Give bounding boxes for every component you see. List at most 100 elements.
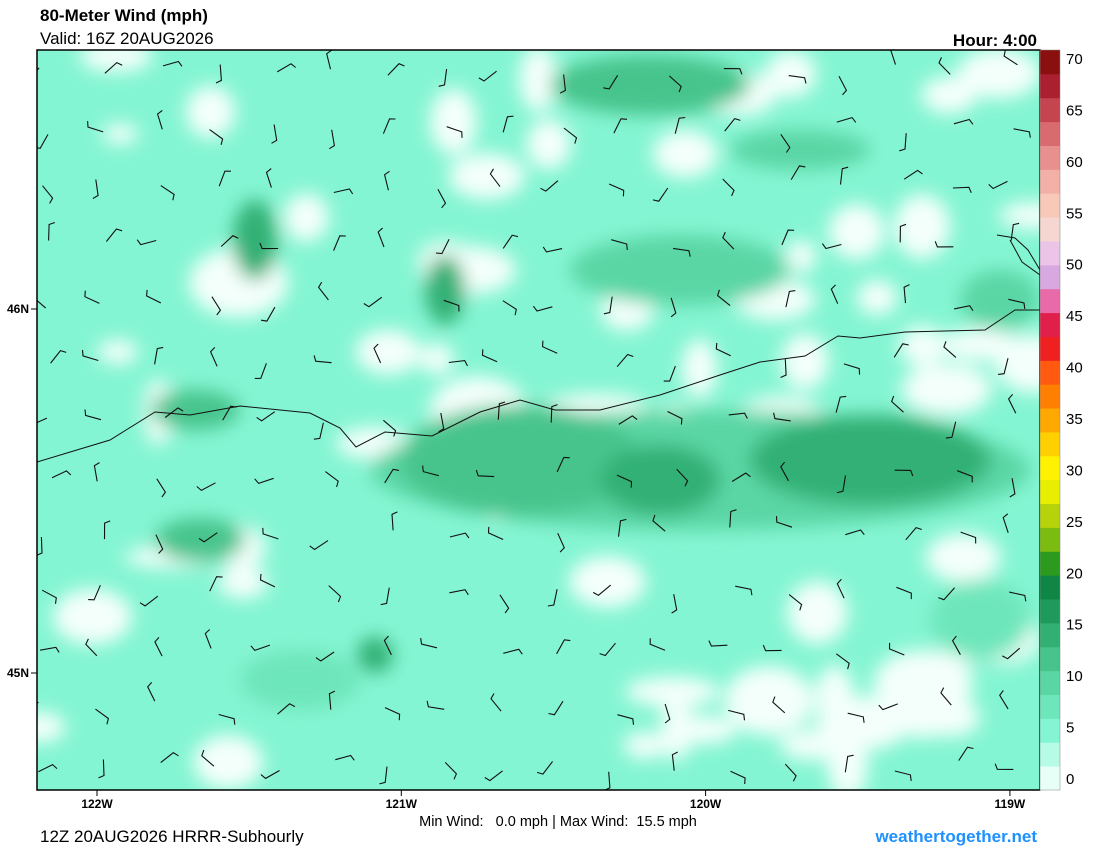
wind-barb xyxy=(317,281,329,301)
wind-barb xyxy=(391,511,398,531)
wind-barb xyxy=(1009,478,1016,498)
wind-barb xyxy=(559,74,566,94)
colorbar-segment xyxy=(1040,240,1060,266)
wind-barb xyxy=(51,470,72,479)
calm-patch xyxy=(681,338,718,398)
wind-barb xyxy=(663,365,676,382)
colorbar-label: 50 xyxy=(1066,257,1083,274)
wind-barb xyxy=(722,178,735,197)
wind-barb xyxy=(728,709,746,721)
wind-barb xyxy=(762,644,782,652)
colorbar-segment xyxy=(1040,360,1060,385)
wind-barb xyxy=(735,585,753,596)
colorbar-segment xyxy=(1040,97,1060,123)
wind-barb xyxy=(953,305,974,312)
colorbar: 0 5 10 15 20 25 30 35 40 45 50 55 60 65 70 xyxy=(1039,49,1083,791)
colorbar-segment xyxy=(1040,312,1060,337)
wind-barb xyxy=(731,472,751,482)
wind-barb xyxy=(437,188,447,209)
wind-barb xyxy=(222,405,237,421)
colorbar-segment xyxy=(1040,646,1060,672)
wind-barb xyxy=(652,187,669,202)
colorbar-segment xyxy=(1040,288,1060,314)
colorbar-segment xyxy=(1040,431,1060,457)
wind-barb xyxy=(250,644,271,652)
wind-barb xyxy=(502,234,519,249)
wind-barb xyxy=(438,69,448,87)
wind-barb xyxy=(215,64,222,84)
wind-barb xyxy=(599,642,616,657)
colorbar-segment xyxy=(1040,742,1060,767)
wind-barb xyxy=(888,642,905,656)
strong-wind-area xyxy=(357,637,393,673)
wind-barb xyxy=(617,518,627,537)
lat-label: 46N xyxy=(7,302,29,316)
strong-wind-area xyxy=(155,518,245,562)
wind-barb xyxy=(313,355,332,364)
calm-patch xyxy=(999,202,1040,230)
colorbar-segment xyxy=(1040,766,1060,791)
colorbar-label: 45 xyxy=(1066,308,1083,325)
site-link[interactable]: weathertogether.net xyxy=(874,827,1037,846)
wind-barb xyxy=(845,529,865,536)
map-field xyxy=(37,50,1040,790)
wind-barb xyxy=(201,749,215,767)
wind-barb xyxy=(899,223,907,243)
wind-barb xyxy=(335,754,355,761)
wind-barb xyxy=(333,235,346,251)
wind-barb xyxy=(1002,647,1021,660)
calm-patch xyxy=(102,123,139,145)
wind-barb xyxy=(903,284,910,304)
lon-label: 119W xyxy=(995,797,1026,811)
wind-barb xyxy=(616,474,633,488)
strong-wind-area xyxy=(150,390,240,430)
wind-barb xyxy=(489,168,501,187)
wind-barb xyxy=(724,117,741,132)
colorbar-label: 0 xyxy=(1066,771,1074,788)
wind-barb xyxy=(196,482,216,492)
wind-barb xyxy=(723,68,743,75)
wind-barbs xyxy=(37,50,1031,790)
wind-barb xyxy=(676,468,689,487)
wind-barb xyxy=(254,363,267,379)
wind-barb xyxy=(37,417,48,424)
wind-barb xyxy=(92,179,99,199)
colorbar-segment xyxy=(1040,217,1060,242)
wind-barb xyxy=(729,509,737,528)
calm-patch xyxy=(785,239,817,273)
wind-barb xyxy=(835,395,847,413)
wind-barb xyxy=(387,63,405,76)
strong-wind-area xyxy=(960,270,1040,330)
wind-barb xyxy=(1002,513,1009,533)
wind-barb xyxy=(37,701,39,705)
wind-barb xyxy=(448,360,468,367)
wind-barb xyxy=(204,629,212,649)
wind-barb xyxy=(277,703,296,715)
wind-barb xyxy=(773,412,791,422)
wind-barb xyxy=(1013,128,1031,138)
wind-barb xyxy=(728,412,748,419)
colorbar-label: 60 xyxy=(1066,154,1083,171)
lat-label: 45N xyxy=(7,666,29,680)
wind-barb xyxy=(563,127,578,144)
calm-patch xyxy=(623,732,667,759)
calm-patch xyxy=(893,194,951,260)
wind-barb xyxy=(603,296,613,315)
calm-patch xyxy=(856,280,898,315)
strong-wind-area xyxy=(240,650,360,710)
wind-barb xyxy=(209,129,224,145)
wind-barb xyxy=(784,763,797,782)
wind-barb xyxy=(384,707,401,721)
wind-barb xyxy=(618,415,638,425)
wind-barb xyxy=(487,526,504,541)
wind-barb xyxy=(502,300,517,316)
strong-wind-area xyxy=(400,405,640,515)
wind-barb xyxy=(836,475,847,494)
wind-barb xyxy=(998,358,1009,375)
wind-barb xyxy=(377,227,385,248)
wind-barb xyxy=(98,759,105,779)
wind-barb xyxy=(475,469,495,478)
wind-barb xyxy=(37,134,49,149)
colorbar-segment xyxy=(1040,503,1060,528)
